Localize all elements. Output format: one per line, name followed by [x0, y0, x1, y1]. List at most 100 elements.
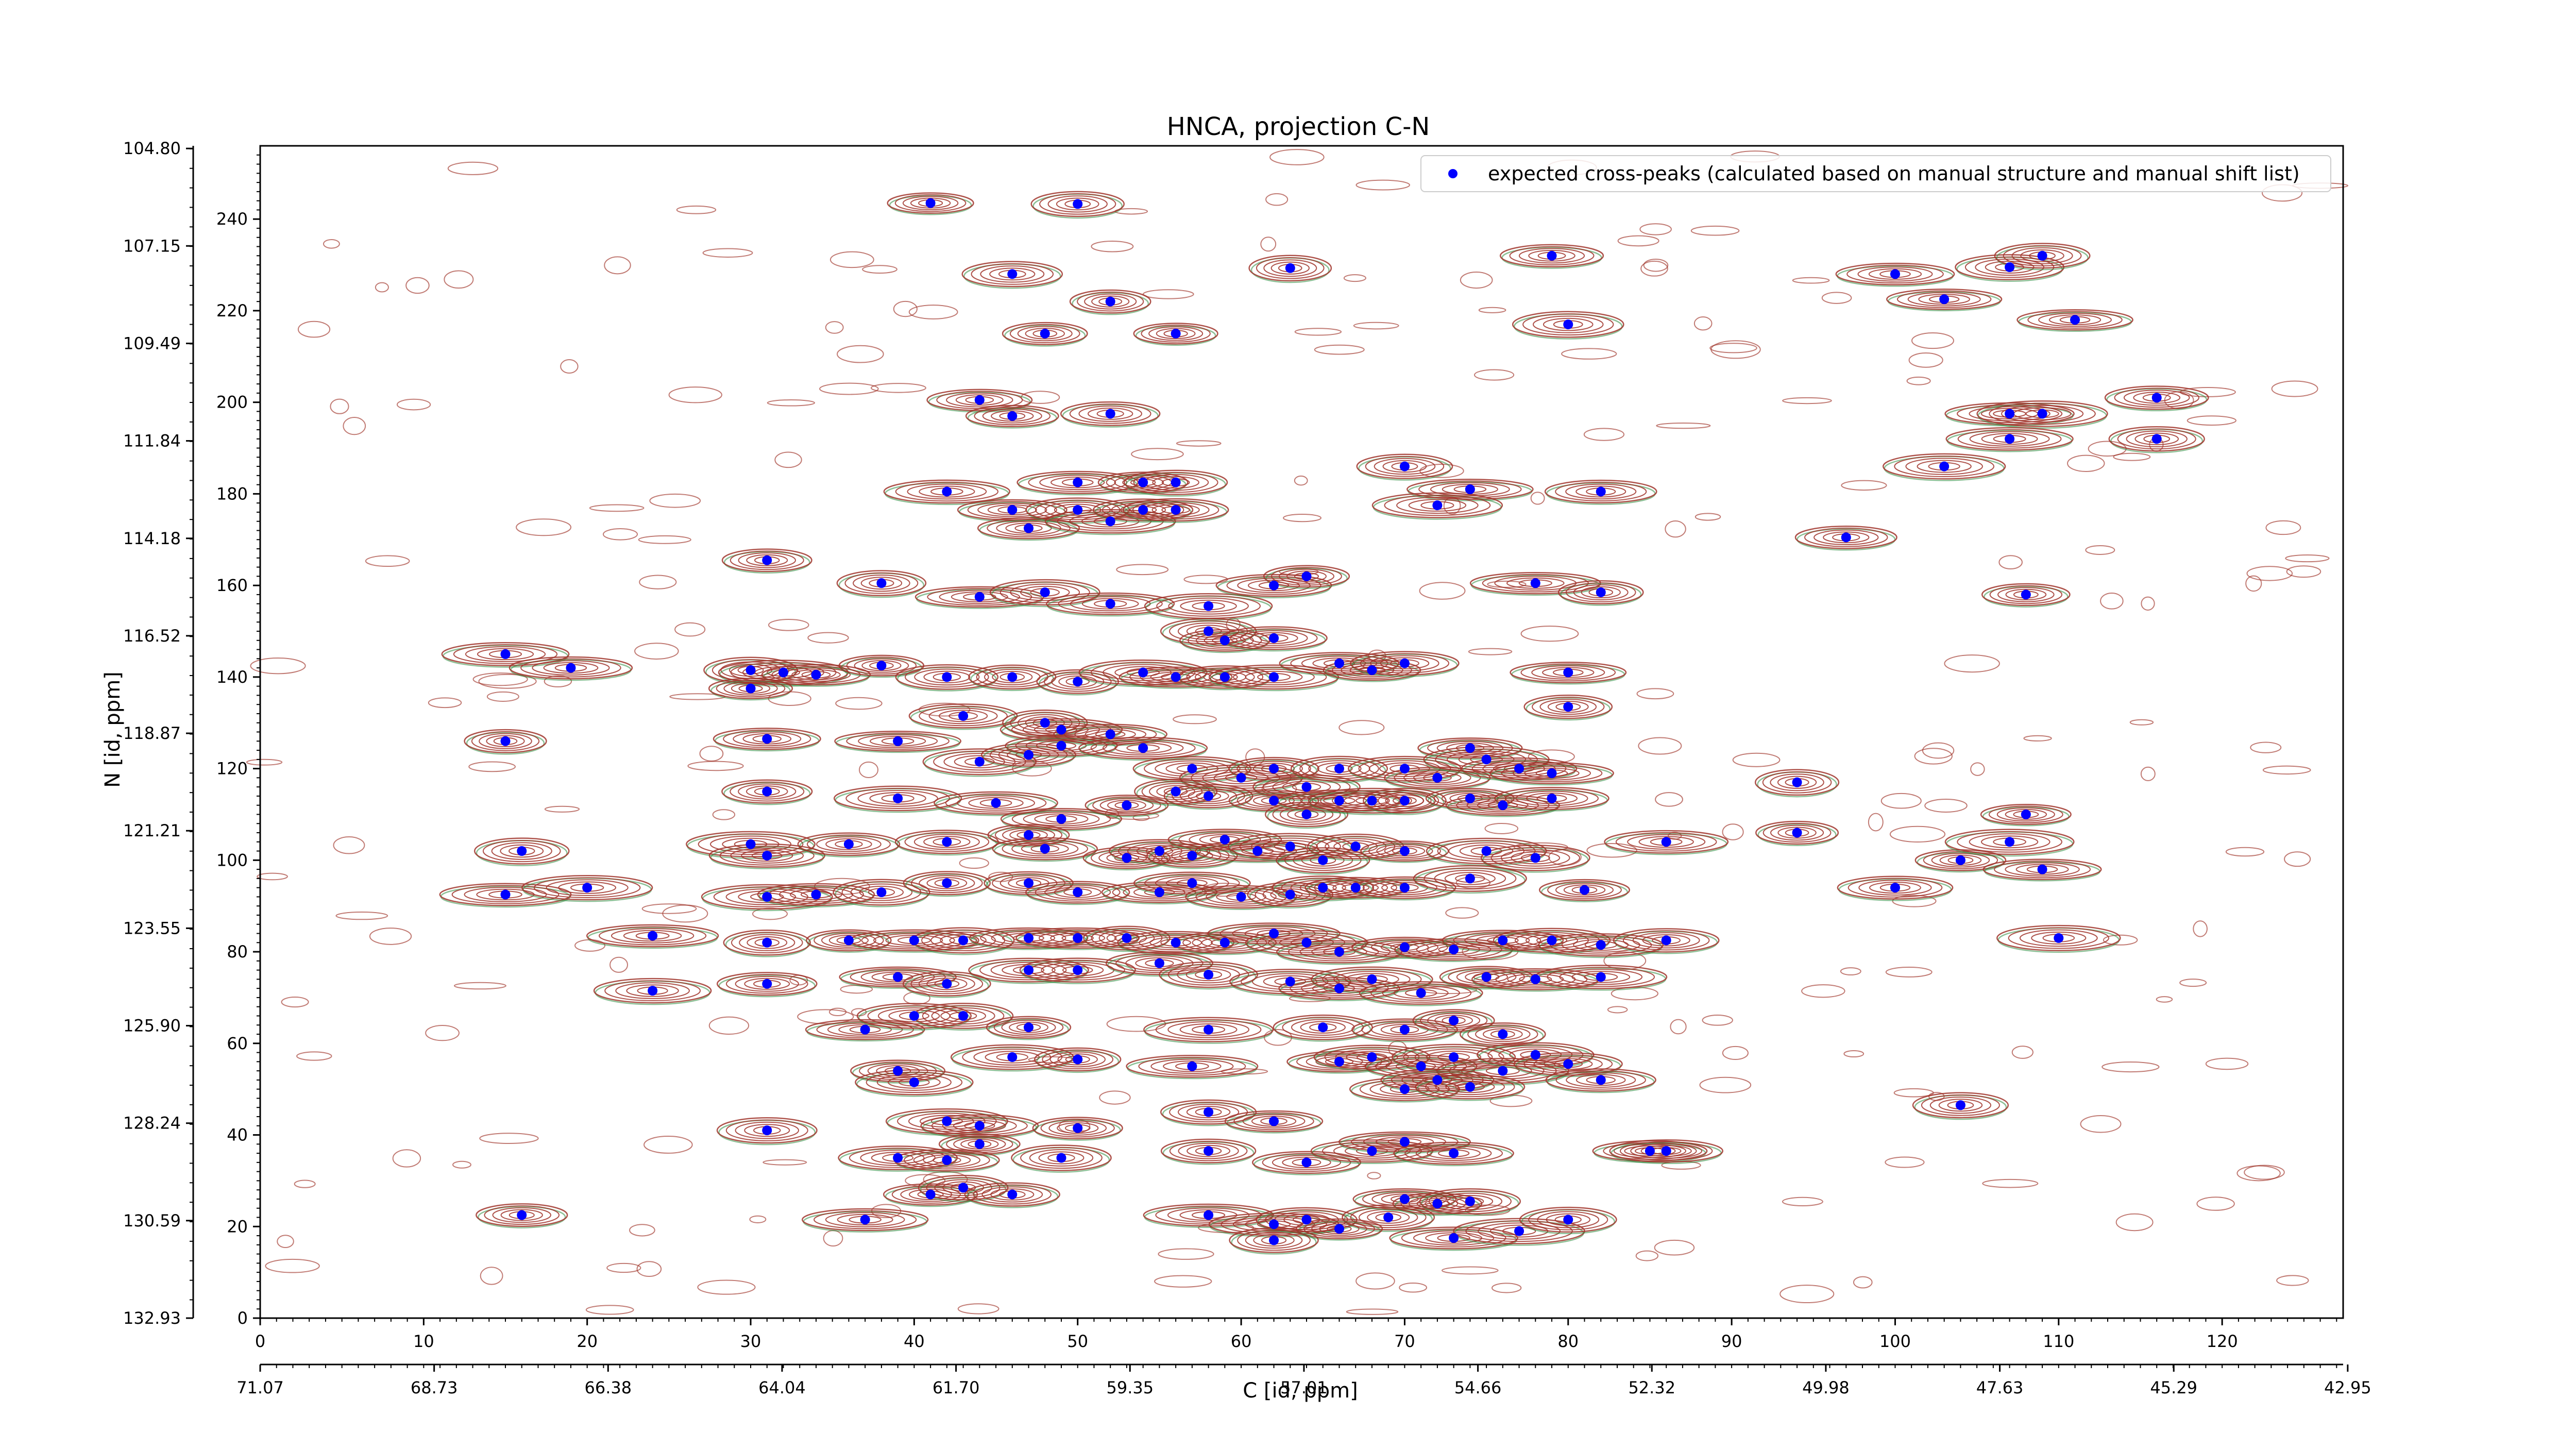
positive-contour [479, 733, 532, 749]
positive-contour [723, 729, 811, 748]
noise-contour [1131, 448, 1184, 461]
noise-contour [1690, 225, 1740, 236]
positive-contour [1010, 583, 1080, 601]
cross-peak [1367, 796, 1377, 806]
positive-contour [837, 1214, 893, 1226]
positive-contour [1475, 1026, 1531, 1042]
cross-peak [500, 736, 511, 746]
cross-peak [1105, 599, 1115, 609]
x-tick-label: 110 [2043, 1332, 2074, 1351]
positive-contour [1279, 652, 1400, 675]
cross-peak [517, 846, 527, 856]
cross-peak [1007, 1189, 1018, 1200]
noise-contour [1640, 260, 1668, 277]
cross-peak [942, 979, 952, 989]
positive-contour [1224, 1110, 1324, 1132]
cross-peak [648, 986, 658, 996]
positive-contour [2134, 432, 2179, 445]
x-ppm-tick-label: 71.07 [236, 1378, 284, 1397]
cross-peak [958, 935, 969, 946]
positive-contour [1098, 930, 1155, 947]
positive-contour [1295, 1218, 1383, 1239]
noise-contour [1399, 1282, 1428, 1293]
positive-contour [953, 1137, 1006, 1151]
cross-peak [893, 1153, 903, 1163]
noise-contour [2115, 1213, 2154, 1232]
positive-contour [1565, 483, 1637, 500]
negative-contour [466, 731, 545, 755]
y-ppm-tick-label: 132.93 [123, 1308, 181, 1328]
y-tick-label: 220 [216, 301, 248, 321]
positive-contour [1642, 934, 1690, 947]
positive-contour [1144, 758, 1241, 779]
x-tick-label: 40 [904, 1332, 925, 1351]
positive-contour [1204, 634, 1246, 646]
cross-peak [1318, 1022, 1328, 1033]
positive-contour [1393, 1141, 1514, 1165]
noise-contour [1722, 1046, 1749, 1060]
noise-contour [2285, 554, 2330, 563]
y-ppm-tick-label: 107.15 [123, 236, 181, 256]
positive-contour [731, 683, 771, 694]
positive-contour [738, 783, 796, 800]
noise-contour [1655, 792, 1683, 807]
cross-peak [500, 649, 511, 659]
cross-peak [1285, 889, 1295, 900]
positive-contour [1982, 858, 2102, 880]
x-tick-label: 100 [1879, 1332, 1911, 1351]
positive-contour [789, 888, 842, 901]
positive-contour [1015, 737, 1108, 755]
positive-contour [1226, 576, 1321, 595]
noise-contour [687, 761, 744, 771]
positive-contour [1519, 1206, 1617, 1233]
positive-contour [894, 194, 967, 212]
positive-contour [1894, 456, 1995, 478]
noise-contour [1840, 967, 1861, 975]
x-ppm-tick-label: 45.29 [2150, 1378, 2197, 1397]
positive-contour [1050, 932, 1106, 943]
noise-contour [797, 1009, 854, 1024]
y-ppm-tick-label: 114.18 [123, 529, 181, 548]
negative-contour [1181, 632, 1268, 653]
positive-contour [1531, 665, 1605, 680]
positive-contour [1997, 587, 2055, 602]
positive-contour [1370, 655, 1439, 671]
positive-contour [1415, 1074, 1526, 1100]
positive-contour [1034, 813, 1089, 825]
cross-peak [860, 1215, 870, 1225]
positive-contour [814, 931, 884, 950]
noise-contour [893, 300, 918, 317]
positive-contour [1543, 317, 1594, 331]
positive-contour [861, 660, 902, 671]
positive-contour [834, 730, 962, 752]
positive-contour [1141, 324, 1211, 343]
negative-contour [988, 1018, 1069, 1040]
positive-contour [698, 833, 804, 855]
positive-contour [1413, 865, 1527, 892]
cross-peak [1399, 1137, 1410, 1147]
cross-peak [1154, 887, 1164, 898]
positive-contour [1081, 515, 1140, 528]
cross-peak [1334, 658, 1344, 668]
positive-contour [905, 666, 989, 688]
positive-contour [2015, 864, 2069, 875]
positive-contour [989, 579, 1100, 606]
noise-contour [1665, 520, 1686, 538]
positive-contour [1976, 400, 2108, 427]
positive-contour [477, 648, 534, 661]
noise-contour [2100, 592, 2124, 610]
positive-contour [1047, 195, 1108, 213]
positive-contour [854, 658, 909, 673]
positive-contour [701, 884, 833, 910]
noise-contour [335, 912, 388, 920]
positive-contour [1437, 840, 1536, 862]
positive-contour [1406, 478, 1534, 500]
noise-contour [1636, 688, 1674, 700]
noise-contour [330, 398, 349, 414]
cross-peak [1171, 786, 1181, 797]
positive-contour [1271, 567, 1342, 586]
cross-peak [517, 1210, 527, 1220]
positive-contour [931, 1007, 995, 1025]
noise-contour [1530, 492, 1545, 505]
cross-peak [2021, 809, 2031, 819]
